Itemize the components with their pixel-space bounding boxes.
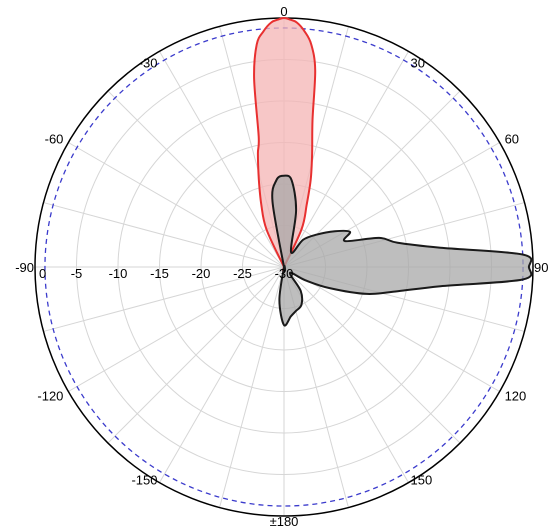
radial-tick-label: -30: [275, 266, 294, 281]
angle-tick-label: -150: [131, 473, 157, 488]
grid-spoke: [107, 90, 285, 268]
grid-spoke: [68, 266, 285, 392]
grid-spoke: [43, 202, 285, 268]
grid-spoke: [43, 266, 285, 332]
grid-spoke: [159, 266, 285, 483]
radial-tick-label: -5: [71, 266, 83, 281]
angle-tick-label: -30: [139, 55, 158, 70]
angle-tick-label: 0: [280, 4, 287, 19]
grid-spoke: [159, 51, 285, 268]
radial-tick-label: 0: [39, 266, 46, 281]
angle-tick-label: -90: [15, 260, 34, 275]
angle-tick-label: 150: [411, 473, 433, 488]
grid-spoke: [283, 266, 409, 483]
radial-tick-label: -20: [192, 266, 211, 281]
radial-tick-label: -15: [150, 266, 169, 281]
radial-tick-label: -25: [233, 266, 252, 281]
grid-spoke: [68, 142, 285, 268]
angle-tick-label: 90: [534, 260, 548, 275]
angle-tick-label: -60: [45, 132, 64, 147]
series-1-pattern: [253, 16, 317, 273]
grid-spoke: [107, 266, 285, 444]
grid-spoke: [283, 266, 500, 392]
angle-tick-label: 120: [505, 389, 527, 404]
grid-spoke: [219, 266, 285, 508]
angle-tick-label: ±180: [270, 514, 299, 529]
grid-spoke: [283, 266, 461, 444]
radial-tick-label: -10: [109, 266, 128, 281]
angle-tick-label: 30: [411, 55, 425, 70]
angle-tick-label: -120: [37, 389, 63, 404]
grid-spoke: [283, 51, 409, 268]
angle-tick-label: 60: [505, 132, 519, 147]
series-2-pattern: [271, 174, 533, 327]
